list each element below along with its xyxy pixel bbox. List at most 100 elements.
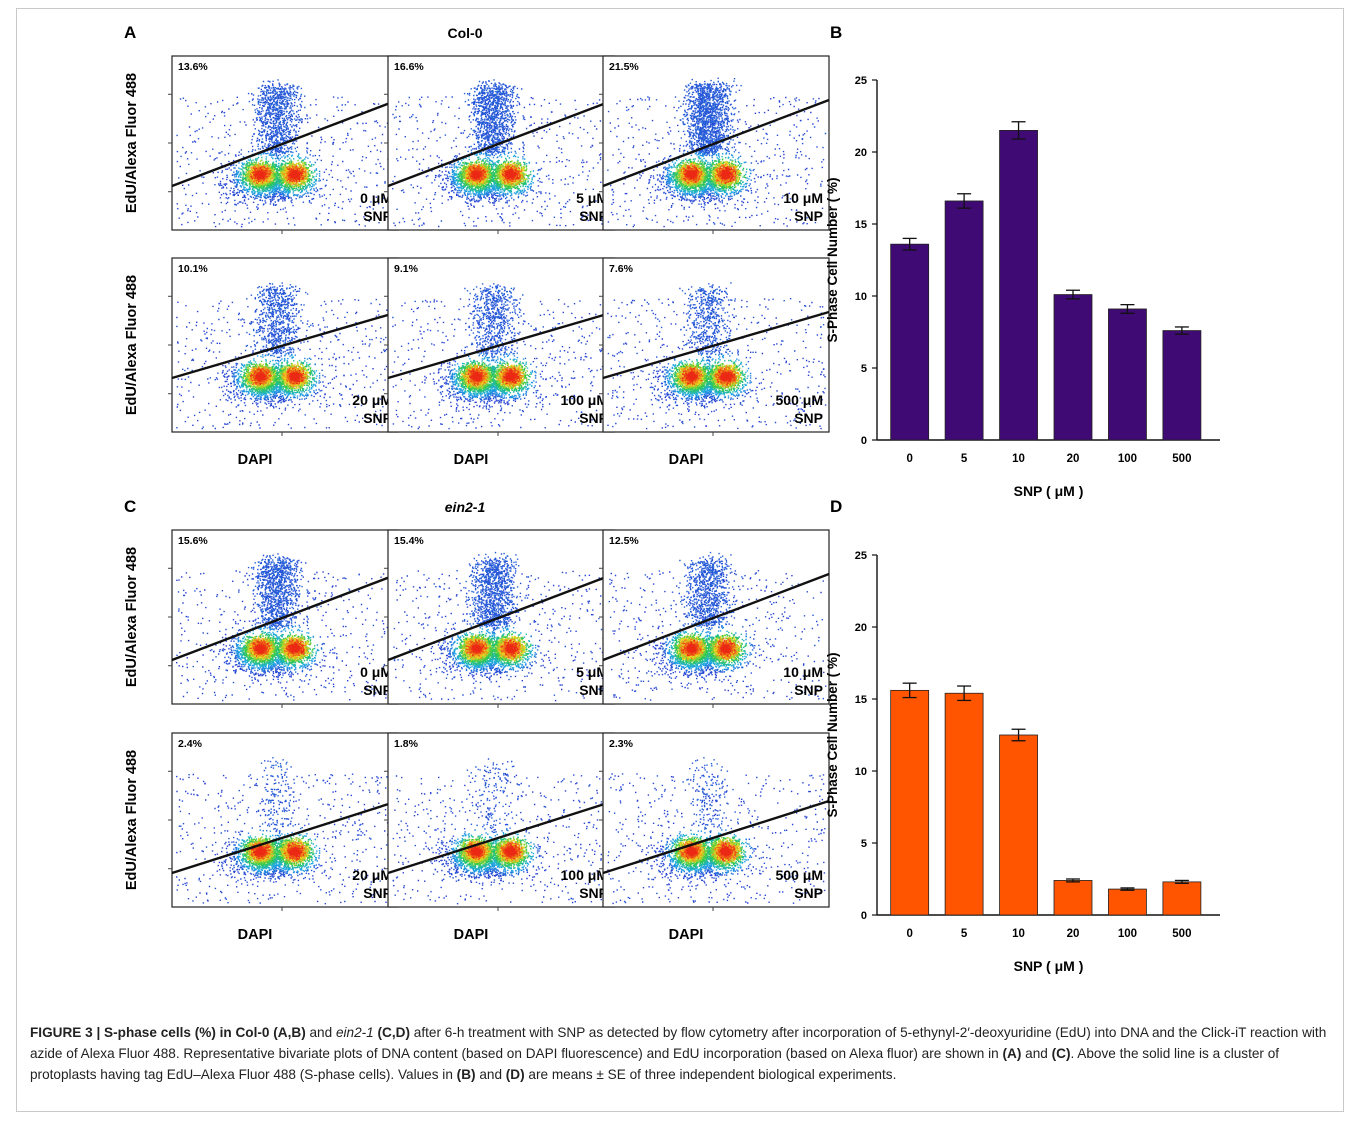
flow-density-dots (498, 175, 501, 177)
panel-title-c: ein2-1 (445, 499, 486, 515)
flow-density-dots (262, 369, 309, 383)
flow-unit: SNP (363, 682, 392, 698)
figure-frame (16, 8, 1344, 1112)
flow-density-dots (692, 183, 694, 185)
flow-density-dots (246, 638, 295, 661)
flow-density-dots (257, 658, 260, 660)
flow-density-dots (679, 367, 681, 370)
flow-density-dots (269, 649, 282, 658)
flow-density-dots (248, 172, 274, 181)
flow-density-dots (247, 370, 292, 388)
flow-density-dots (246, 287, 306, 400)
flow-density-dots (696, 367, 698, 370)
flow-density-dots (714, 391, 716, 393)
flow-density-dots (463, 169, 465, 171)
flow-density-dots (682, 165, 734, 185)
flow-density-dots (241, 367, 243, 369)
flow-density-dots (250, 371, 252, 373)
flow-density-dots (697, 383, 699, 385)
flow-density-dots (459, 371, 497, 385)
flow-density-dots (693, 192, 695, 195)
flow-density-dots (466, 644, 522, 657)
flow-density-dots (697, 365, 699, 367)
flow-density-dots (309, 372, 311, 374)
flow-density-dots (284, 371, 287, 373)
flow-density-dots (508, 186, 511, 188)
flow-density-dots (709, 368, 711, 370)
flow-density-dots (517, 169, 519, 171)
flow-density-dots (462, 176, 464, 179)
flow-density-dots (481, 360, 483, 362)
flow-density-dots (679, 193, 681, 195)
flow-density-dots (677, 388, 679, 390)
flow-density-dots (708, 372, 711, 375)
flow-density-dots (715, 172, 718, 175)
flow-density-dots (470, 185, 473, 187)
flow-density-dots (264, 364, 267, 366)
flow-density-dots (527, 186, 529, 188)
gate-line (387, 310, 615, 380)
flow-density-dots (722, 369, 725, 371)
flow-density-dots (289, 184, 291, 187)
flow-density-dots (480, 164, 482, 167)
flow-density-dots (240, 377, 282, 393)
flow-dose: 100 μM (561, 392, 608, 408)
flow-density-dots (477, 368, 486, 375)
flow-density-dots (281, 174, 284, 177)
flow-density-dots (238, 630, 316, 668)
flow-density-dots (520, 638, 527, 650)
flow-density-dots (481, 189, 483, 192)
flow-density-dots (245, 384, 247, 386)
flow-density-dots (261, 365, 264, 367)
flow-density-dots (680, 165, 738, 186)
flow-density-dots (505, 384, 507, 387)
gate-line (602, 98, 830, 188)
flow-density-dots (464, 377, 466, 379)
flow-density-dots (490, 380, 492, 382)
flow-density-dots (253, 183, 256, 186)
flow-density-dots (704, 383, 710, 388)
flow-density-dots (500, 353, 502, 356)
flow-x-axis-label: DAPI (454, 452, 489, 468)
flow-density-dots (710, 367, 718, 383)
flow-density-dots (288, 386, 290, 388)
flow-density-dots (508, 389, 511, 391)
flow-density-dots (477, 182, 480, 184)
flow-density-dots (722, 389, 725, 391)
flow-density-dots (249, 664, 251, 666)
flow-density-dots (532, 182, 534, 184)
flow-density-dots (696, 393, 698, 395)
flow-density-dots (683, 365, 685, 368)
flow-density-dots (277, 377, 280, 379)
flow-density-dots (474, 194, 477, 196)
flow-density-dots (291, 387, 293, 389)
flow-density-dots (268, 353, 270, 355)
flow-density-dots (266, 366, 269, 369)
flow-density-dots (247, 647, 250, 649)
flow-density-dots (485, 175, 489, 180)
flow-density-dots (697, 364, 699, 366)
flow-density-dots (459, 389, 462, 392)
flow-density-dots (300, 180, 303, 183)
flow-density-dots (250, 369, 304, 376)
flow-density-dots (254, 639, 257, 645)
flow-density-dots (269, 384, 271, 387)
flow-density-dots (264, 377, 298, 385)
flow-density-dots (265, 188, 268, 190)
flow-density-dots (504, 392, 506, 394)
flow-density-dots (719, 387, 722, 389)
flow-density-dots (263, 669, 265, 671)
flow-density-dots (477, 387, 479, 390)
flow-density-dots (250, 171, 307, 185)
flow-density-dots (266, 646, 303, 660)
flow-density-dots (299, 395, 301, 397)
flow-density-dots (688, 397, 690, 400)
flow-density-dots (466, 167, 485, 178)
flow-density-dots (263, 659, 283, 666)
flow-density-dots (473, 392, 475, 395)
flow-density-dots (243, 186, 245, 188)
flow-density-dots (689, 158, 691, 160)
flow-density-dots (719, 188, 721, 190)
flow-density-dots (515, 367, 518, 370)
flow-density-dots (292, 163, 295, 165)
